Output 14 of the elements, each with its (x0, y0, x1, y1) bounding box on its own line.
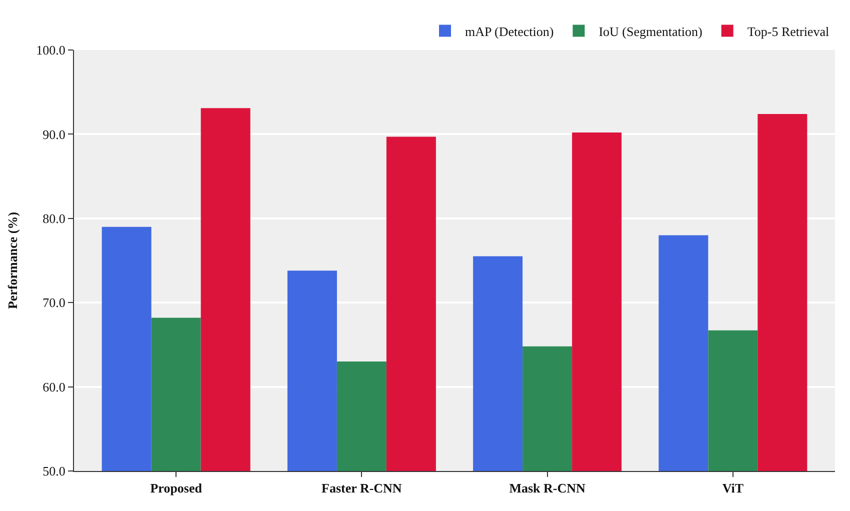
y-tick-label: 50.0 (42, 464, 66, 479)
x-tick-label: Mask R-CNN (509, 480, 586, 496)
y-tick-label: 70.0 (42, 295, 66, 310)
legend-label: mAP (Detection) (465, 24, 554, 39)
y-tick-label: 80.0 (42, 210, 66, 226)
x-tick-label: ViT (722, 480, 744, 496)
y-tick-label: 60.0 (42, 379, 66, 394)
x-tick-label: Faster R-CNN (322, 480, 402, 496)
y-tick-label: 100.0 (36, 42, 66, 58)
legend-label: IoU (Segmentation) (598, 24, 702, 39)
y-axis-title: Performance (%) (5, 212, 20, 310)
legend-label: Top-5 Retrieval (747, 24, 830, 39)
x-tick-label: Proposed (150, 480, 203, 496)
y-tick-label: 90.0 (42, 126, 66, 142)
